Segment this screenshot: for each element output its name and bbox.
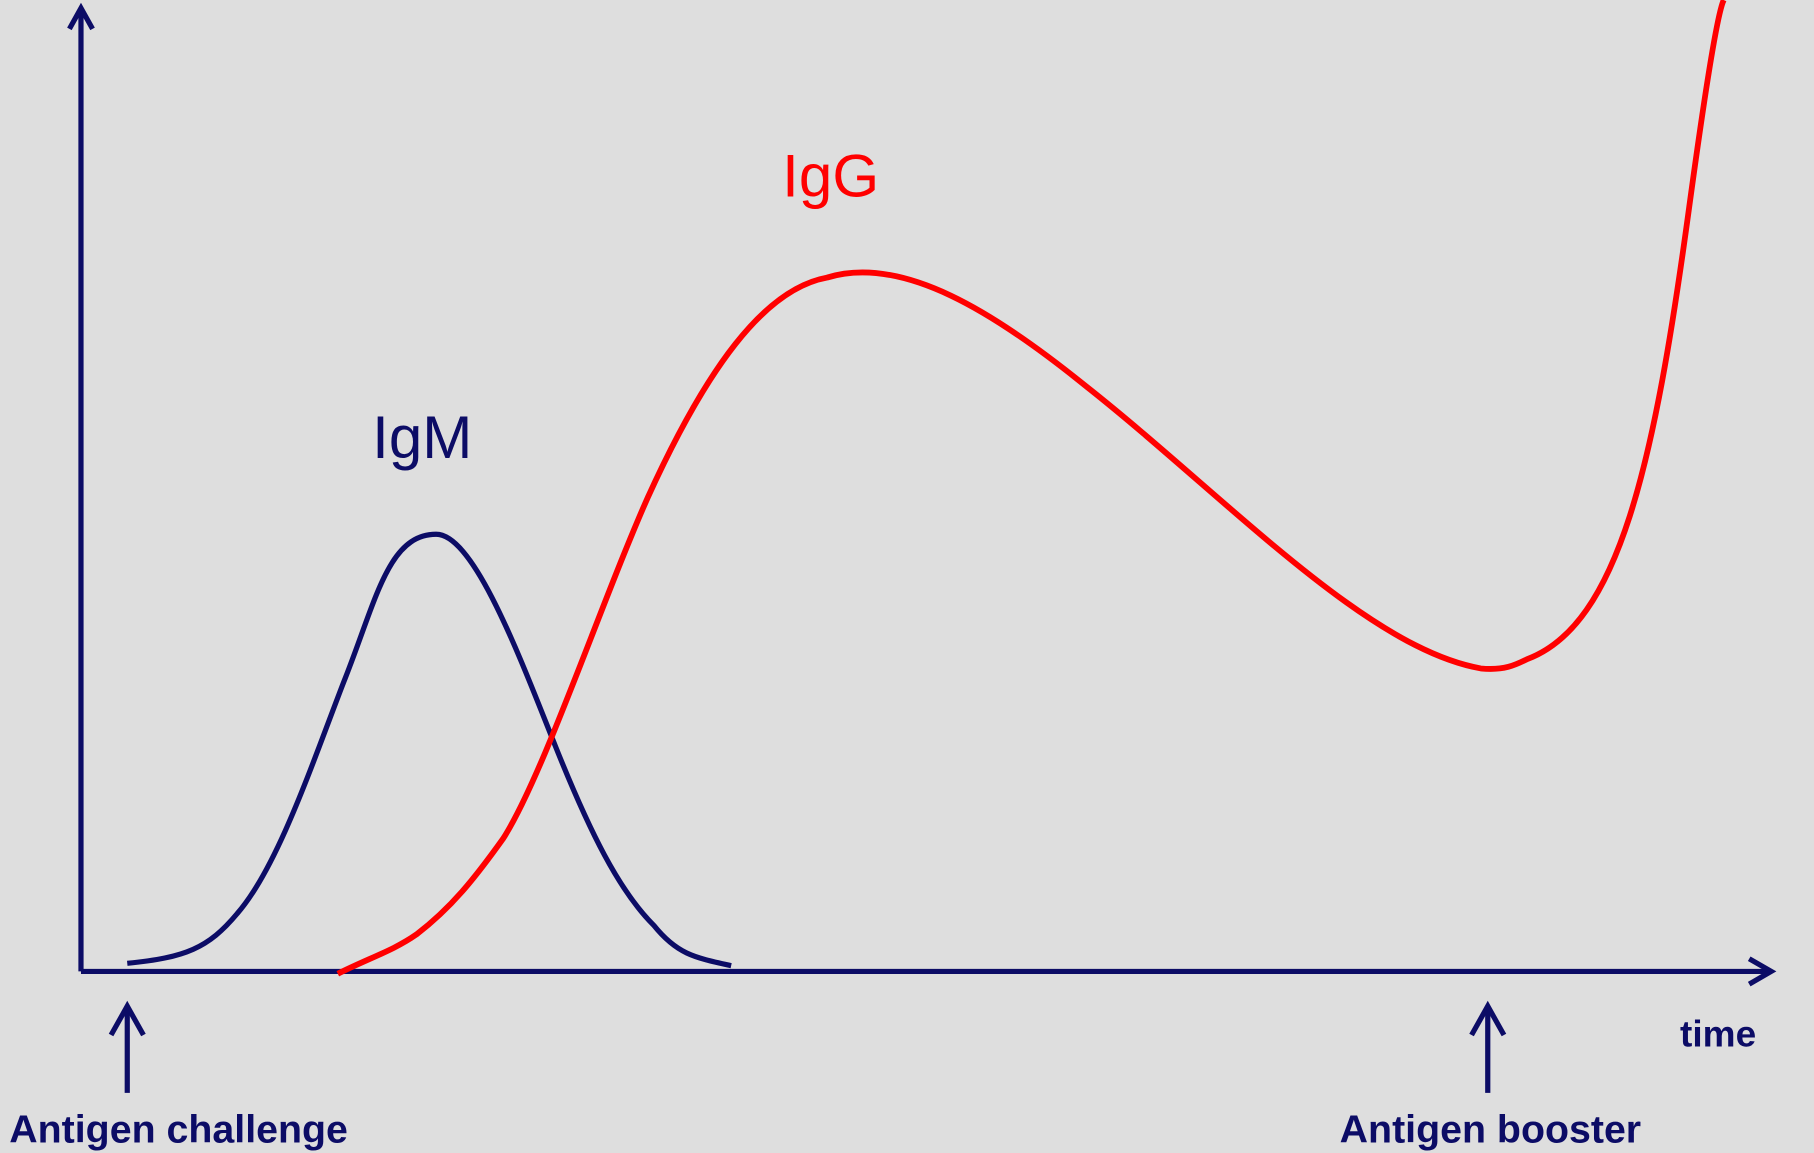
challenge-label: Antigen challenge [9,1108,348,1152]
igg-curve [336,0,1727,977]
challenge-arrowhead [108,1000,146,1037]
igm-label: IgM [372,404,472,471]
y-axis-arrowhead [67,2,95,31]
igm-curve [126,531,732,969]
booster-arrowhead [1469,1000,1507,1037]
igg-label: IgG [782,143,879,210]
booster-label: Antigen booster [1340,1108,1641,1152]
x-axis-label: time [1680,1013,1756,1055]
x-axis-arrowhead [1747,956,1777,987]
